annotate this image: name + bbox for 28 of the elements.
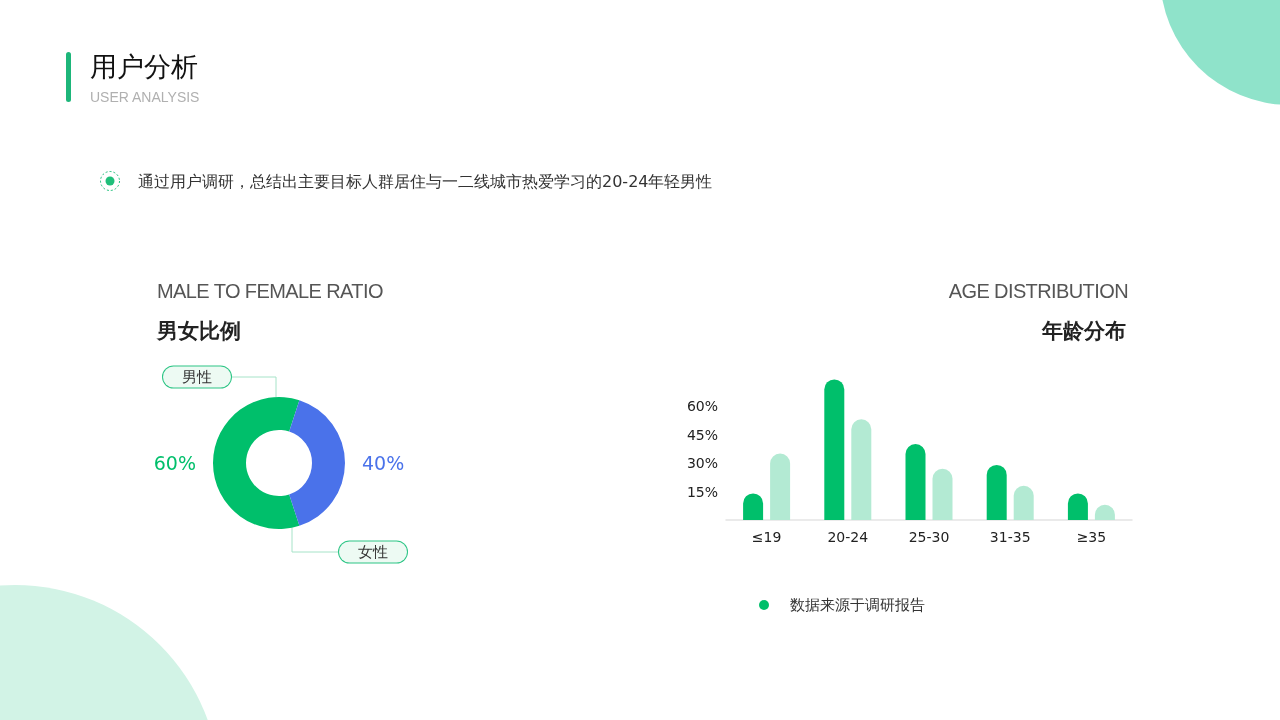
text: 数据来源于调研报告 <box>790 595 925 616</box>
slice-label: 男性 <box>182 368 212 386</box>
bar <box>1013 485 1034 520</box>
x-tick-label: ≥35 <box>1076 529 1107 545</box>
x-tick-label: 31-35 <box>989 529 1031 545</box>
bar <box>824 379 845 520</box>
y-tick-label: 45% <box>686 426 718 443</box>
chart-subtitle: MALE TO FEMALE RATIO <box>157 279 383 303</box>
bar <box>905 444 926 520</box>
chart-subtitle: AGE DISTRIBUTION <box>948 279 1128 303</box>
text: USER ANALYSIS <box>90 88 200 106</box>
text: 用户分析 <box>90 50 198 84</box>
bar <box>770 453 791 520</box>
x-tick-label: ≤19 <box>751 529 782 545</box>
chart-title: 男女比例 <box>157 318 241 345</box>
text: 通过用户调研，总结出主要目标人群居住与一二线城市热爱学习的20-24年轻男性 <box>138 171 713 193</box>
bar <box>986 464 1007 520</box>
bar <box>932 468 953 520</box>
y-tick-label: 15% <box>686 483 718 500</box>
data-label: 60% <box>153 452 196 474</box>
x-tick-label: 20-24 <box>827 529 869 545</box>
slice-label: 女性 <box>358 543 388 561</box>
x-tick-label: 25-30 <box>908 529 950 545</box>
bar <box>851 419 872 520</box>
y-tick-label: 30% <box>686 455 718 471</box>
chart-title: 年龄分布 <box>1042 318 1126 345</box>
data-label: 40% <box>362 452 405 474</box>
y-tick-label: 60% <box>686 398 718 414</box>
